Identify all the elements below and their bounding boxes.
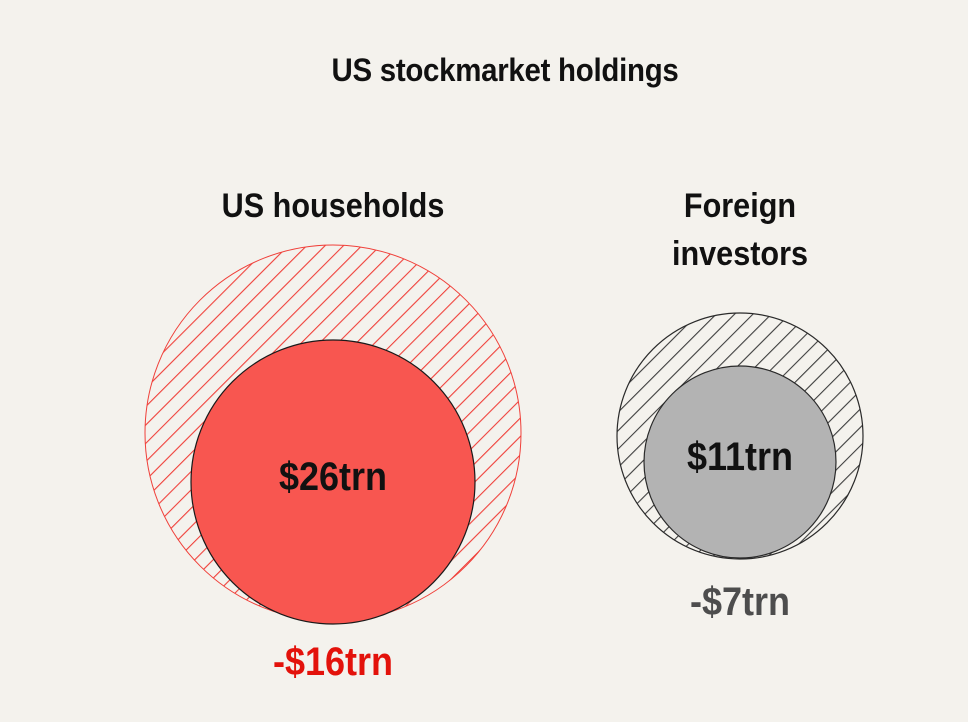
group-label-foreign-investors: Foreign investors — [605, 182, 875, 278]
households-bubble-group — [144, 244, 522, 625]
group-label-line-1: Foreign — [683, 187, 797, 225]
foreign-bubble-group — [616, 312, 864, 560]
households-loss-value: -$16trn — [272, 640, 394, 684]
group-label-line-2: investors — [671, 235, 809, 273]
chart-title: US stockmarket holdings — [331, 52, 679, 88]
foreign-loss-value: -$7trn — [689, 580, 791, 624]
households-current-value: $26trn — [278, 455, 388, 499]
foreign-current-circle — [643, 365, 837, 559]
group-label-us-households: US households — [221, 187, 445, 225]
households-current-circle — [190, 339, 476, 625]
foreign-current-value: $11trn — [686, 435, 794, 479]
